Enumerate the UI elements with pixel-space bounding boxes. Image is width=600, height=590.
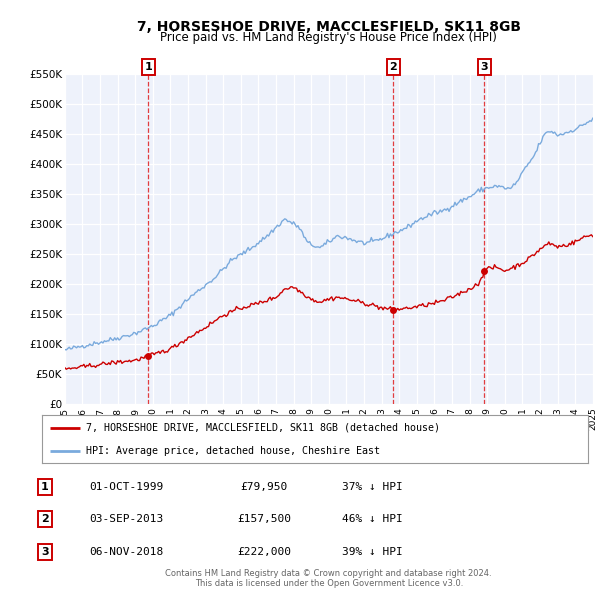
Text: £157,500: £157,500 [237, 514, 291, 524]
Text: 37% ↓ HPI: 37% ↓ HPI [341, 482, 403, 491]
Text: 03-SEP-2013: 03-SEP-2013 [89, 514, 163, 524]
Text: 3: 3 [481, 62, 488, 72]
Text: £222,000: £222,000 [237, 547, 291, 556]
Text: Price paid vs. HM Land Registry's House Price Index (HPI): Price paid vs. HM Land Registry's House … [160, 31, 497, 44]
Text: 7, HORSESHOE DRIVE, MACCLESFIELD, SK11 8GB (detached house): 7, HORSESHOE DRIVE, MACCLESFIELD, SK11 8… [86, 423, 440, 433]
Text: 46% ↓ HPI: 46% ↓ HPI [341, 514, 403, 524]
Text: 2: 2 [41, 514, 49, 524]
Text: 39% ↓ HPI: 39% ↓ HPI [341, 547, 403, 556]
Text: 1: 1 [41, 482, 49, 491]
Text: 06-NOV-2018: 06-NOV-2018 [89, 547, 163, 556]
Text: 2: 2 [389, 62, 397, 72]
Text: 7, HORSESHOE DRIVE, MACCLESFIELD, SK11 8GB: 7, HORSESHOE DRIVE, MACCLESFIELD, SK11 8… [137, 20, 521, 34]
Text: HPI: Average price, detached house, Cheshire East: HPI: Average price, detached house, Ches… [86, 446, 380, 456]
Text: 01-OCT-1999: 01-OCT-1999 [89, 482, 163, 491]
Text: £79,950: £79,950 [241, 482, 287, 491]
Text: 1: 1 [145, 62, 152, 72]
Text: 3: 3 [41, 547, 49, 556]
Text: Contains HM Land Registry data © Crown copyright and database right 2024.
This d: Contains HM Land Registry data © Crown c… [166, 569, 492, 588]
